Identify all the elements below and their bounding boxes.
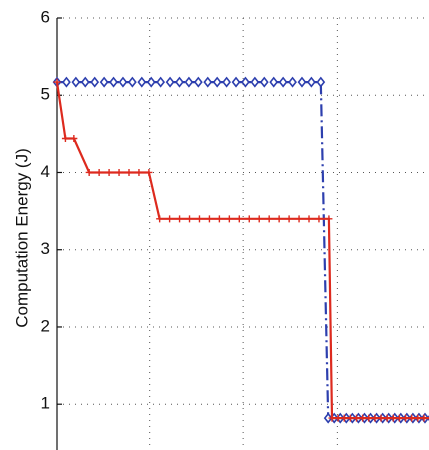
series-1-diamond-marker [109, 76, 118, 88]
series-2-plus-marker [377, 414, 385, 422]
series-2-plus-marker [420, 414, 428, 422]
series-1-diamond-marker [99, 76, 109, 88]
series-2-plus-marker [414, 414, 422, 422]
series-2-plus-marker [105, 168, 113, 176]
series-1-diamond-marker [241, 76, 250, 88]
series-2-plus-marker [395, 414, 403, 422]
series-2-plus-marker [156, 215, 164, 223]
y-tick-label: 4 [41, 162, 50, 181]
series-1-diamond-marker [175, 76, 184, 88]
series-2 [53, 78, 429, 422]
series-2-plus-marker [315, 215, 323, 223]
series-2-plus-marker [389, 414, 397, 422]
series-2-plus-marker [340, 414, 348, 422]
series-1-diamond-marker [137, 76, 147, 88]
series-2-plus-marker [402, 414, 410, 422]
y-axis-label: Computation Energy (J) [12, 148, 31, 328]
series-2-plus-marker [205, 215, 213, 223]
series-1-diamond-marker [165, 76, 175, 88]
y-tick-label: 2 [41, 316, 50, 335]
series-2-plus-marker [70, 134, 78, 142]
series-2-plus-marker [426, 417, 429, 419]
series-2-plus-marker [166, 215, 174, 223]
series-1-diamond-marker [80, 76, 90, 88]
series-1 [52, 76, 429, 424]
series-1-diamond-marker [297, 76, 307, 88]
series-1-diamond-marker [259, 76, 269, 88]
series-2-plus-marker [328, 414, 336, 422]
series-2-plus-marker [195, 215, 203, 223]
y-tick-label: 1 [41, 394, 50, 413]
series-2-plus-marker [371, 414, 379, 422]
series-1-diamond-marker [269, 76, 279, 88]
series-1-diamond-marker [90, 76, 100, 88]
series-2-plus-marker [115, 168, 123, 176]
series-2-plus-marker [176, 215, 184, 223]
series-2-plus-marker [365, 414, 373, 422]
series-1-diamond-marker [316, 76, 326, 88]
grid-lines [57, 17, 429, 450]
y-tick-label: 6 [41, 7, 50, 26]
series-2-plus-marker [353, 414, 361, 422]
series-2-plus-marker [334, 414, 342, 422]
series-2-plus-marker [305, 215, 313, 223]
series-1-diamond-marker [62, 76, 71, 88]
series-2-plus-marker [215, 215, 223, 223]
series-2-plus-marker [95, 168, 103, 176]
series-2-plus-marker [265, 215, 273, 223]
series-2-plus-marker [346, 414, 354, 422]
series-1-diamond-marker [231, 76, 241, 88]
series-2-plus-marker [225, 215, 233, 223]
series-2-plus-marker [235, 215, 243, 223]
series-2-plus-marker [125, 168, 133, 176]
y-tick-label: 3 [41, 239, 50, 258]
series-2-plus-marker [383, 414, 391, 422]
series-2-plus-marker [275, 215, 283, 223]
series-2-plus-marker [325, 215, 333, 223]
series-1-diamond-marker [71, 76, 81, 88]
series-1-diamond-marker [250, 76, 260, 88]
series-1-diamond-marker [288, 76, 297, 88]
series-2-plus-marker [285, 215, 293, 223]
series-1-diamond-marker [184, 76, 194, 88]
series-1-diamond-marker [278, 76, 288, 88]
series-1-diamond-marker [203, 76, 213, 88]
series-1-diamond-marker [222, 76, 231, 88]
series-layer [52, 76, 429, 424]
axes: 1 2 3 4 5 6 [41, 7, 62, 450]
series-1-diamond-marker [127, 76, 137, 88]
series-2-plus-marker [145, 168, 153, 176]
series-2-plus-marker [85, 168, 93, 176]
series-1-diamond-marker [212, 76, 222, 88]
series-2-plus-marker [359, 414, 367, 422]
series-2-plus-marker [186, 215, 194, 223]
series-2-plus-marker [53, 78, 61, 86]
series-1-diamond-marker [323, 412, 333, 424]
series-2-plus-marker [135, 168, 143, 176]
series-1-diamond-marker [193, 76, 203, 88]
series-2-plus-marker [255, 215, 263, 223]
y-tick-label: 5 [41, 85, 50, 104]
series-1-diamond-marker [156, 76, 166, 88]
series-2-plus-marker [245, 215, 253, 223]
series-2-plus-marker [408, 414, 416, 422]
series-1-diamond-marker [118, 76, 128, 88]
series-2-plus-marker [61, 134, 69, 142]
series-1-diamond-marker [146, 76, 156, 88]
series-2-plus-marker [295, 215, 303, 223]
series-1-diamond-marker [307, 76, 316, 88]
